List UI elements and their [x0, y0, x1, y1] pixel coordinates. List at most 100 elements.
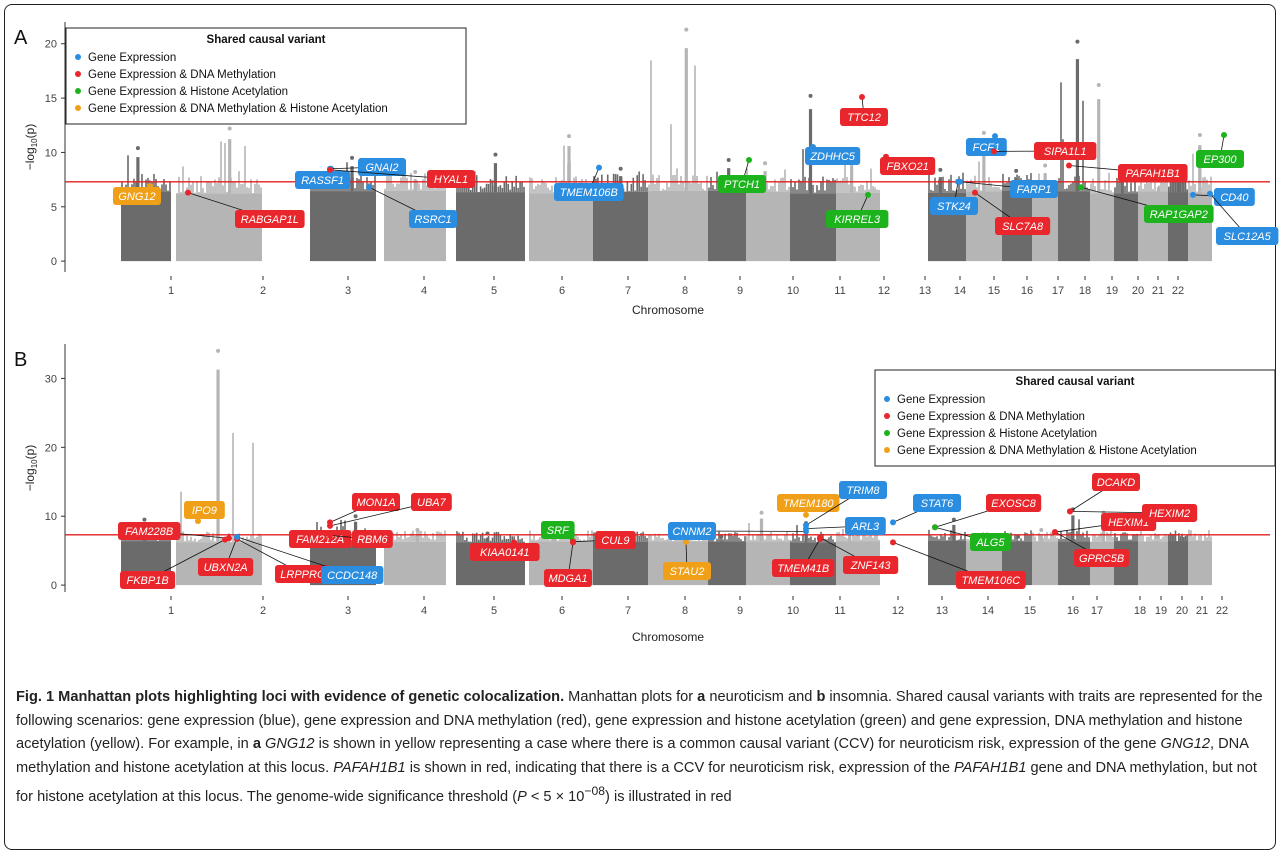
chr-spike: [458, 532, 460, 543]
chr-spike: [1086, 530, 1088, 542]
chr-spike: [646, 538, 648, 542]
chr-spike: [648, 184, 650, 191]
chr-spike: [994, 186, 996, 192]
chr-spike: [858, 530, 860, 542]
chr-spike: [1192, 536, 1194, 541]
chr-spike: [529, 530, 531, 542]
x-tick-label: 16: [1021, 285, 1033, 297]
chr-spike: [944, 189, 946, 193]
x-tick-label: 8: [682, 285, 688, 297]
chr-spike: [868, 535, 870, 542]
chr-spike: [499, 185, 502, 193]
chr-spike: [644, 180, 646, 192]
chr-spike: [412, 530, 414, 542]
chr-spike: [802, 149, 804, 194]
chr-spike: [129, 539, 131, 542]
chr-spike: [1124, 532, 1126, 542]
chr-spike: [822, 176, 824, 194]
chr-spike: [1082, 532, 1084, 542]
chr-spike: [934, 177, 936, 193]
chr-band: [593, 541, 648, 586]
chr-spike: [1096, 192, 1098, 194]
gene-label: RBM6: [357, 534, 388, 546]
chr-peak-point: [567, 134, 572, 139]
x-tick-label: 20: [1176, 605, 1188, 617]
gene-point: [185, 189, 191, 196]
gene-label-box: [1074, 549, 1130, 567]
chr-spike: [1008, 177, 1010, 191]
chr-spike: [1168, 534, 1170, 542]
chr-spike: [507, 183, 510, 193]
chr-spike: [563, 538, 565, 542]
legend-entry: Gene Expression & DNA Methylation & Hist…: [897, 445, 1197, 457]
chr-spike: [220, 141, 222, 194]
chr-band: [746, 191, 790, 262]
caption-pvar: P: [517, 788, 527, 805]
gene-label-box: [986, 494, 1042, 512]
chr-spike: [836, 178, 838, 193]
chr-spike: [424, 531, 426, 542]
chr-spike: [1144, 183, 1146, 192]
chr-spike: [214, 541, 216, 543]
chr-spike: [428, 537, 430, 542]
chr-spike: [210, 539, 212, 543]
chr-spike: [786, 531, 788, 542]
chr-spike: [1183, 536, 1185, 542]
chr-spike: [1210, 176, 1212, 193]
chr-spike: [489, 540, 492, 543]
x-tick-label: 3: [345, 605, 351, 617]
chr-spike: [479, 186, 482, 193]
gene-label-box: [668, 522, 716, 540]
chr-spike: [442, 535, 444, 542]
x-tick-label: 15: [988, 285, 1000, 297]
chr-spike: [950, 530, 952, 541]
chr-spike: [1136, 533, 1138, 542]
chr-spike: [1196, 191, 1198, 193]
chr-spike: [1154, 179, 1156, 192]
chr-spike: [812, 540, 814, 543]
chr-spike: [432, 533, 434, 542]
chr-spike: [878, 189, 880, 193]
chr-spike: [1198, 535, 1200, 541]
chr-spike: [549, 189, 551, 194]
chr-spike: [1034, 536, 1036, 542]
chr-spike: [501, 539, 504, 543]
chr-spike: [1084, 182, 1086, 192]
chr-peak-point: [1096, 83, 1101, 88]
chr-spike: [1074, 539, 1076, 542]
chr-spike: [1134, 535, 1136, 542]
chr-spike: [1174, 177, 1177, 193]
x-tick-label: 17: [1052, 285, 1064, 297]
chr-spike: [1004, 183, 1006, 191]
gene-label: SIPA1L1: [1044, 146, 1087, 158]
chr-spike: [1181, 533, 1183, 542]
legend: Shared causal variant Gene Expression Gene…: [65, 27, 467, 125]
chr-spike: [1148, 536, 1150, 542]
chr-spike: [462, 531, 464, 543]
chr-spike: [750, 539, 752, 542]
chr-spike: [782, 177, 784, 192]
chr-spike: [1076, 531, 1078, 542]
chr-spike: [716, 538, 718, 542]
chr-spike: [487, 183, 490, 193]
chr-spike: [724, 533, 726, 542]
gene-label-box: [1196, 150, 1244, 168]
chr-spike: [1030, 530, 1032, 542]
chr-peak-point: [493, 152, 498, 157]
chr-spike: [408, 536, 410, 542]
chr-spike: [748, 523, 750, 542]
chr-spike: [1132, 534, 1134, 542]
chr-peak: [1156, 187, 1161, 192]
chr-spike: [408, 189, 410, 191]
x-tick-label: 15: [1024, 605, 1036, 617]
chr-spike: [1066, 188, 1068, 192]
chr-spike: [778, 538, 780, 542]
gene-point: [327, 166, 333, 173]
chr-spike: [978, 161, 980, 192]
chr-spike: [1192, 153, 1194, 193]
chr-spike: [824, 190, 826, 194]
chr-spike: [710, 176, 712, 191]
chr-spike: [515, 175, 517, 193]
gene-label: PTCH1: [724, 179, 760, 191]
chr-spike: [256, 179, 258, 194]
